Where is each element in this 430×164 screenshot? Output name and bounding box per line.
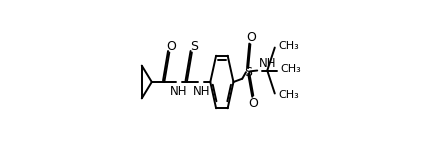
Text: CH₃: CH₃ (280, 64, 301, 74)
Text: CH₃: CH₃ (278, 41, 299, 51)
Text: NH: NH (193, 85, 210, 98)
Text: O: O (248, 97, 258, 110)
Text: CH₃: CH₃ (278, 90, 299, 100)
Text: S: S (244, 66, 252, 79)
Text: O: O (166, 40, 176, 53)
Text: NH: NH (259, 57, 276, 71)
Text: S: S (190, 40, 198, 53)
Text: O: O (246, 31, 256, 44)
Text: NH: NH (170, 85, 187, 98)
